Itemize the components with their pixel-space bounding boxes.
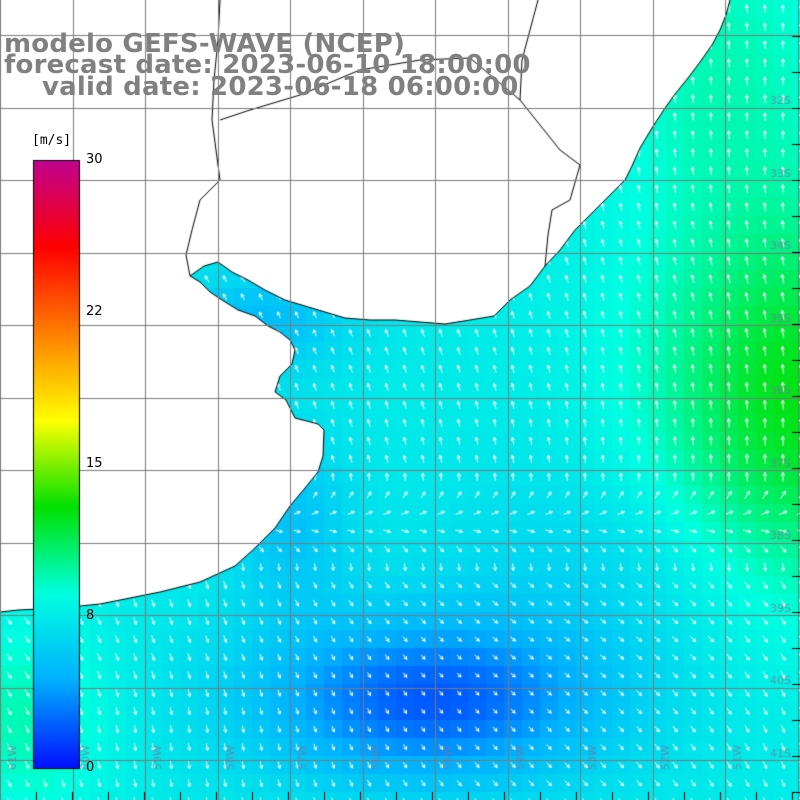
colorbar-tick-label: 22 <box>86 304 103 319</box>
colorbar-tick-label: 15 <box>86 456 103 471</box>
valid-date: valid date: 2023-06-18 06:00:00 <box>42 72 519 102</box>
colorbar-tick-label: 0 <box>86 760 95 775</box>
forecast-date: forecast date: 2023-06-10 18:00:00 <box>4 50 531 80</box>
colorbar-tick-label: 30 <box>86 152 103 167</box>
colorbar-tick-label: 8 <box>86 608 95 623</box>
model-title: modelo GEFS-WAVE (NCEP) <box>4 29 406 59</box>
colorbar-unit-label: [m/s] <box>32 133 72 148</box>
